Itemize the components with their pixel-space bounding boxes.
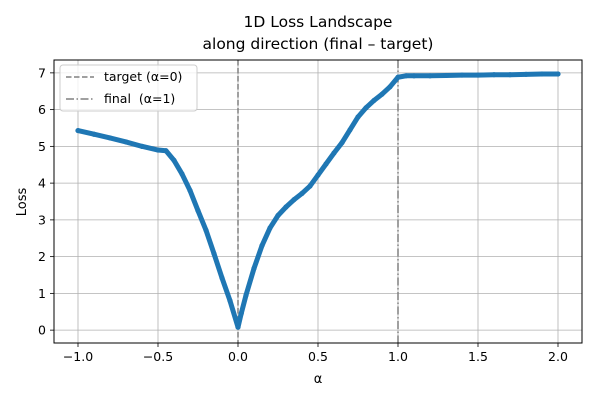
y-tick-label: 3 <box>38 212 46 227</box>
loss-data-point <box>107 135 113 141</box>
loss-data-point <box>275 212 281 219</box>
loss-series-line <box>75 71 561 330</box>
loss-data-point <box>555 71 561 77</box>
loss-data-point <box>91 131 97 137</box>
y-tick-label: 1 <box>38 286 46 301</box>
loss-data-point <box>387 84 393 90</box>
loss-data-point <box>211 251 217 257</box>
loss-data-point <box>323 161 329 167</box>
loss-data-point <box>315 172 321 178</box>
loss-data-point <box>267 225 273 231</box>
loss-data-point <box>235 324 241 330</box>
chart-title-line2: along direction (final – target) <box>203 35 434 53</box>
legend-final-label: final (α=1) <box>104 91 175 106</box>
y-axis-ticks: 0 1 2 3 4 5 6 7 <box>38 65 54 338</box>
loss-data-point <box>171 157 177 163</box>
x-tick-label: −1.0 <box>63 349 93 364</box>
x-tick-label: 0.0 <box>228 349 248 364</box>
loss-data-point <box>475 72 481 78</box>
y-tick-label: 6 <box>38 102 46 117</box>
loss-data-point <box>243 292 249 298</box>
loss-data-point <box>411 73 417 79</box>
y-tick-label: 0 <box>38 323 46 338</box>
loss-data-point <box>75 127 81 134</box>
loss-data-point <box>307 183 313 189</box>
loss-data-point <box>371 97 377 104</box>
loss-data-point <box>283 204 289 210</box>
loss-data-point <box>339 140 345 146</box>
x-tick-label: −0.5 <box>143 349 173 364</box>
y-axis-label: Loss <box>15 188 30 217</box>
loss-data-point <box>379 91 385 97</box>
loss-data-point <box>238 311 244 317</box>
loss-data-point <box>299 190 305 197</box>
loss-data-point <box>523 71 529 77</box>
loss-data-point <box>155 147 161 153</box>
legend: target (α=0) final (α=1) <box>59 64 198 112</box>
loss-data-point <box>395 74 401 80</box>
loss-data-point <box>139 143 145 149</box>
loss-data-point <box>203 227 209 233</box>
y-tick-label: 2 <box>38 249 46 264</box>
loss-data-point <box>291 197 297 203</box>
loss-data-point <box>443 72 449 79</box>
reference-lines <box>237 60 399 343</box>
x-axis-label: α <box>314 372 323 387</box>
loss-data-point <box>363 105 369 111</box>
legend-box <box>59 64 198 112</box>
loss-data-point <box>251 265 257 271</box>
loss-data-point <box>355 114 361 120</box>
loss-data-point <box>539 71 545 77</box>
y-tick-label: 7 <box>38 65 46 80</box>
x-tick-label: 2.0 <box>548 349 568 364</box>
legend-target-label: target (α=0) <box>104 69 182 84</box>
loss-data-point <box>187 187 193 194</box>
loss-data-point <box>459 72 465 78</box>
loss-data-point <box>163 148 169 154</box>
loss-data-point <box>179 171 185 177</box>
loss-data-point <box>347 127 353 133</box>
chart-title-line1: 1D Loss Landscape <box>244 13 393 31</box>
y-tick-label: 5 <box>38 139 46 154</box>
loss-data-point <box>195 208 201 214</box>
y-tick-label: 4 <box>38 176 46 191</box>
loss-data-point <box>491 72 497 78</box>
x-tick-label: 1.0 <box>388 349 408 364</box>
loss-data-point <box>227 298 233 304</box>
loss-data-point <box>219 275 225 281</box>
loss-data-point <box>123 139 129 145</box>
loss-data-point <box>331 150 337 156</box>
x-axis-ticks: −1.0 −0.5 0.0 0.5 1.0 1.5 2.0 <box>63 343 568 364</box>
data-series <box>75 71 561 330</box>
loss-data-point <box>259 243 265 249</box>
loss-data-point <box>507 72 513 78</box>
x-tick-label: 1.5 <box>468 349 488 364</box>
grid-lines <box>54 60 582 343</box>
loss-data-point <box>403 73 409 79</box>
x-tick-label: 0.5 <box>308 349 328 364</box>
loss-data-point <box>427 73 433 79</box>
